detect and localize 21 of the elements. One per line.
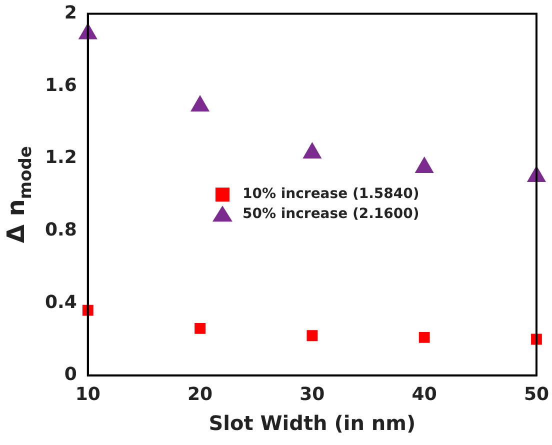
x-tick-label: 10 <box>75 384 100 405</box>
point <box>303 142 322 159</box>
point <box>306 330 318 342</box>
x-tick-label: 50 <box>524 384 550 405</box>
x-axis-title: Slot Width (in nm) <box>208 411 416 436</box>
x-tick-label: 30 <box>300 384 325 405</box>
y-tick-label: 1.2 <box>44 147 77 168</box>
point <box>194 322 206 334</box>
y-tick-label: 0.4 <box>44 292 77 313</box>
x-tick-label: 40 <box>412 384 437 405</box>
y-axis-title: Δ nmode <box>2 146 36 244</box>
point <box>190 96 210 112</box>
x-tick-label: 20 <box>188 384 213 405</box>
point <box>415 156 434 173</box>
point <box>418 332 430 343</box>
y-tick-label: 0.8 <box>44 219 77 240</box>
legend-label: 10% increase (1.5840) <box>242 186 420 202</box>
y-tick-label: 1.6 <box>44 74 77 96</box>
y-tick-label: 0 <box>64 364 77 386</box>
legend-label: 50% increase (2.1600) <box>242 206 420 222</box>
y-tick-label: 2 <box>64 2 77 24</box>
